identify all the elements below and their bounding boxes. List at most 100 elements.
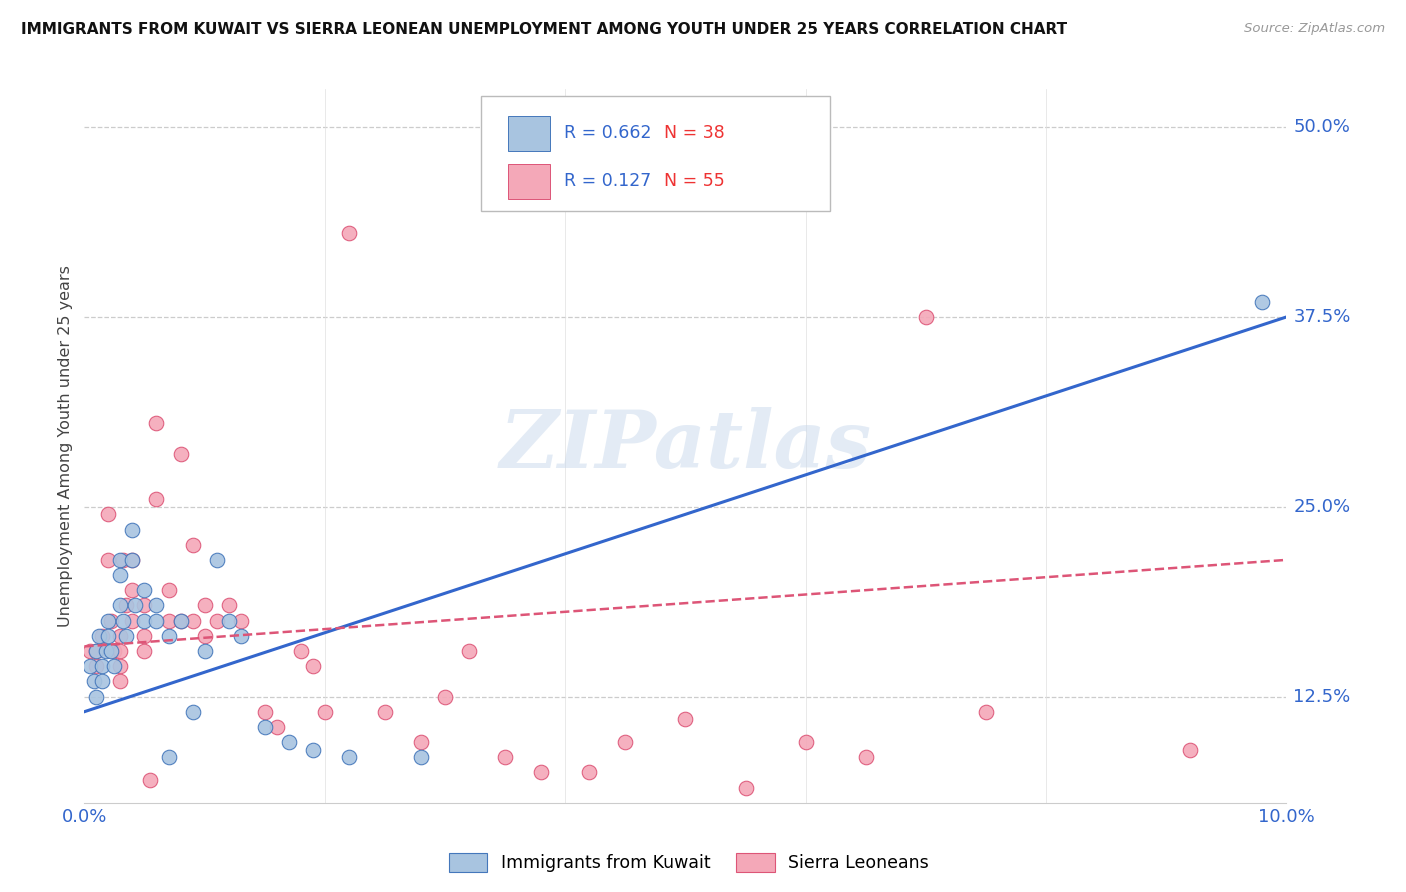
- Point: [97, 553, 120, 567]
- Point: [855, 750, 877, 764]
- Point: [94, 644, 117, 658]
- Point: [100, 644, 122, 658]
- Point: [134, 644, 156, 658]
- Point: [169, 447, 191, 461]
- FancyBboxPatch shape: [508, 116, 550, 151]
- Point: [205, 553, 228, 567]
- Point: [121, 614, 143, 628]
- Point: [134, 614, 156, 628]
- Point: [145, 492, 167, 507]
- Point: [110, 553, 132, 567]
- Text: 50.0%: 50.0%: [1294, 118, 1350, 136]
- FancyBboxPatch shape: [481, 96, 830, 211]
- Point: [794, 735, 817, 749]
- Point: [290, 644, 312, 658]
- Point: [229, 629, 252, 643]
- Point: [121, 553, 143, 567]
- Point: [115, 629, 138, 643]
- Point: [181, 538, 204, 552]
- Text: 37.5%: 37.5%: [1294, 308, 1351, 326]
- Point: [277, 735, 299, 749]
- Y-axis label: Unemployment Among Youth under 25 years: Unemployment Among Youth under 25 years: [58, 265, 73, 627]
- Point: [97, 629, 120, 643]
- Point: [1180, 742, 1202, 756]
- Point: [301, 659, 323, 673]
- Point: [169, 614, 191, 628]
- Point: [91, 629, 114, 643]
- Point: [434, 690, 457, 704]
- Point: [194, 644, 217, 658]
- Point: [314, 705, 336, 719]
- Point: [121, 583, 143, 598]
- Point: [124, 599, 146, 613]
- Point: [103, 644, 125, 658]
- Point: [91, 674, 114, 689]
- Point: [253, 720, 276, 734]
- Point: [218, 599, 240, 613]
- Point: [110, 599, 132, 613]
- Point: [139, 772, 162, 787]
- Point: [157, 583, 180, 598]
- Point: [110, 659, 132, 673]
- Point: [97, 508, 120, 522]
- Point: [181, 614, 204, 628]
- Point: [266, 720, 288, 734]
- Point: [169, 614, 191, 628]
- Point: [103, 659, 125, 673]
- Point: [121, 553, 143, 567]
- Text: Source: ZipAtlas.com: Source: ZipAtlas.com: [1244, 22, 1385, 36]
- Point: [409, 750, 432, 764]
- Point: [87, 629, 110, 643]
- Point: [100, 614, 122, 628]
- Point: [86, 644, 108, 658]
- Point: [458, 644, 481, 658]
- Point: [205, 614, 228, 628]
- Point: [337, 750, 360, 764]
- Point: [79, 659, 101, 673]
- Point: [218, 614, 240, 628]
- Point: [157, 750, 180, 764]
- Point: [110, 629, 132, 643]
- Point: [79, 644, 101, 658]
- Point: [578, 765, 600, 780]
- Point: [1251, 294, 1274, 309]
- Point: [374, 705, 396, 719]
- Text: N = 38: N = 38: [664, 125, 724, 143]
- Point: [86, 659, 108, 673]
- Text: 12.5%: 12.5%: [1294, 688, 1351, 706]
- Point: [253, 705, 276, 719]
- Point: [111, 553, 134, 567]
- Point: [134, 599, 156, 613]
- Point: [494, 750, 516, 764]
- Text: IMMIGRANTS FROM KUWAIT VS SIERRA LEONEAN UNEMPLOYMENT AMONG YOUTH UNDER 25 YEARS: IMMIGRANTS FROM KUWAIT VS SIERRA LEONEAN…: [21, 22, 1067, 37]
- Text: R = 0.662: R = 0.662: [564, 125, 651, 143]
- Point: [194, 629, 217, 643]
- Point: [145, 614, 167, 628]
- Point: [134, 583, 156, 598]
- Point: [409, 735, 432, 749]
- Point: [110, 674, 132, 689]
- Point: [157, 614, 180, 628]
- Point: [86, 644, 108, 658]
- Point: [229, 614, 252, 628]
- Point: [145, 416, 167, 430]
- Point: [134, 629, 156, 643]
- Text: 25.0%: 25.0%: [1294, 498, 1351, 516]
- Point: [121, 523, 143, 537]
- Point: [91, 659, 114, 673]
- Point: [974, 705, 997, 719]
- Point: [110, 644, 132, 658]
- Point: [115, 599, 138, 613]
- Point: [97, 614, 120, 628]
- Point: [181, 705, 204, 719]
- Point: [157, 629, 180, 643]
- Point: [337, 227, 360, 241]
- Legend: Immigrants from Kuwait, Sierra Leoneans: Immigrants from Kuwait, Sierra Leoneans: [441, 846, 936, 879]
- Point: [675, 712, 697, 726]
- Text: R = 0.127: R = 0.127: [564, 172, 651, 190]
- Text: N = 55: N = 55: [664, 172, 724, 190]
- Point: [145, 599, 167, 613]
- Point: [915, 310, 938, 324]
- FancyBboxPatch shape: [508, 164, 550, 199]
- Point: [111, 614, 134, 628]
